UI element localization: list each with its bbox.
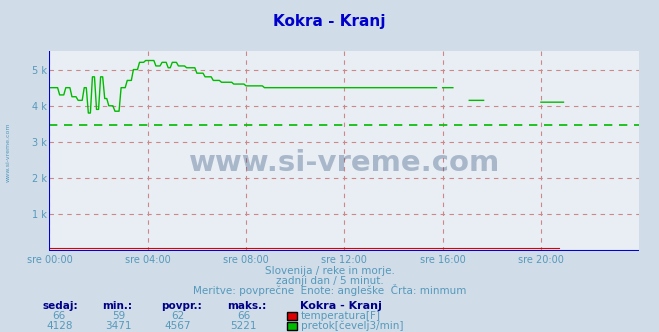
Text: 66: 66 (53, 311, 66, 321)
Text: Kokra - Kranj: Kokra - Kranj (273, 14, 386, 29)
Text: 66: 66 (237, 311, 250, 321)
Text: 59: 59 (112, 311, 125, 321)
Text: 5221: 5221 (231, 321, 257, 331)
Text: pretok[čevelj3/min]: pretok[čevelj3/min] (301, 321, 404, 331)
Text: 4128: 4128 (46, 321, 72, 331)
Text: povpr.:: povpr.: (161, 301, 202, 311)
Text: Slovenija / reke in morje.: Slovenija / reke in morje. (264, 266, 395, 276)
Text: sedaj:: sedaj: (43, 301, 78, 311)
Text: temperatura[F]: temperatura[F] (301, 311, 381, 321)
Text: Meritve: povprečne  Enote: angleške  Črta: minmum: Meritve: povprečne Enote: angleške Črta:… (193, 285, 466, 296)
Text: Kokra - Kranj: Kokra - Kranj (300, 301, 382, 311)
Text: maks.:: maks.: (227, 301, 267, 311)
Text: 62: 62 (171, 311, 185, 321)
Text: 3471: 3471 (105, 321, 132, 331)
Text: www.si-vreme.com: www.si-vreme.com (5, 123, 11, 183)
Text: zadnji dan / 5 minut.: zadnji dan / 5 minut. (275, 276, 384, 286)
Text: min.:: min.: (102, 301, 132, 311)
Text: 4567: 4567 (165, 321, 191, 331)
Text: www.si-vreme.com: www.si-vreme.com (188, 149, 500, 177)
